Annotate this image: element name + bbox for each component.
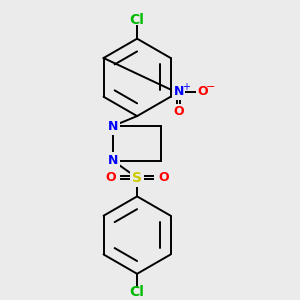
Text: O: O <box>105 171 116 184</box>
Text: Cl: Cl <box>130 285 145 299</box>
Text: −: − <box>206 82 215 92</box>
Text: O: O <box>198 85 208 98</box>
Text: +: + <box>182 82 190 92</box>
Text: O: O <box>173 105 184 118</box>
Text: N: N <box>107 120 118 133</box>
Text: S: S <box>132 171 142 185</box>
Text: N: N <box>173 85 184 98</box>
Text: N: N <box>107 154 118 167</box>
Text: O: O <box>158 171 169 184</box>
Text: Cl: Cl <box>130 13 145 27</box>
